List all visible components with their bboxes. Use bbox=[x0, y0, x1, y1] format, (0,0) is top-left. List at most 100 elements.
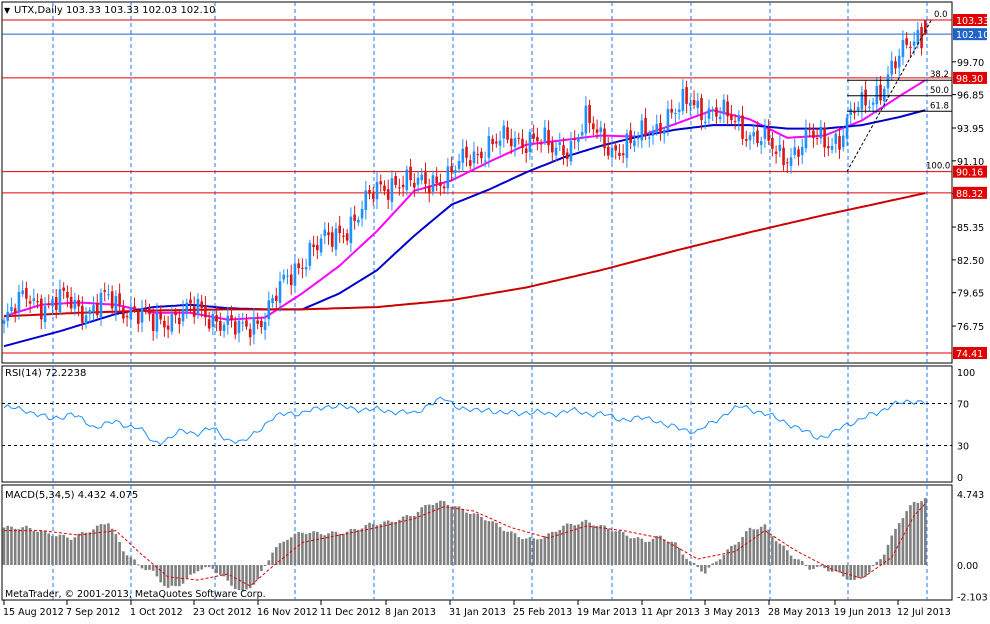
candle-body bbox=[129, 308, 133, 320]
macd-histogram-bar bbox=[263, 565, 267, 566]
candle-body bbox=[420, 174, 424, 181]
level-price-badge bbox=[953, 14, 987, 26]
candle-body bbox=[345, 233, 349, 241]
macd-histogram-bar bbox=[506, 531, 509, 565]
moving-averages bbox=[3, 79, 926, 348]
candle-body bbox=[439, 182, 442, 186]
price-level-lines[interactable] bbox=[2, 19, 952, 354]
candle-body bbox=[364, 190, 368, 210]
macd-histogram-bar bbox=[674, 542, 677, 565]
price-badge-label: 98.30 bbox=[956, 74, 983, 85]
macd-histogram-bar bbox=[752, 529, 756, 565]
macd-histogram-bar bbox=[256, 565, 259, 580]
candle-body bbox=[778, 144, 782, 152]
macd-histogram-bar bbox=[670, 541, 673, 565]
candle-body bbox=[379, 181, 383, 185]
macd-histogram-bar bbox=[427, 504, 431, 565]
macd-histogram-bar bbox=[573, 525, 576, 565]
macd-histogram-bar bbox=[316, 531, 319, 565]
macd-histogram-bar bbox=[200, 565, 203, 570]
macd-histogram-bar bbox=[215, 565, 218, 574]
macd-histogram-bar bbox=[133, 559, 136, 565]
macd-histogram-bar bbox=[92, 529, 95, 565]
macd-histogram-bar bbox=[170, 565, 174, 586]
macd-histogram-bar bbox=[685, 558, 688, 565]
macd-histogram-bar bbox=[666, 541, 670, 565]
time-tick-label: 11 Dec 2012 bbox=[320, 607, 381, 618]
macd-histogram-bar bbox=[136, 564, 140, 566]
candle-body bbox=[446, 166, 450, 189]
candle-body bbox=[51, 299, 54, 307]
candle-body bbox=[800, 146, 804, 156]
macd-histogram-bar bbox=[148, 565, 151, 570]
macd-histogram-bar bbox=[301, 532, 304, 565]
candle-body bbox=[286, 275, 289, 277]
macd-histogram-bar bbox=[476, 513, 480, 565]
macd-histogram-bar bbox=[40, 530, 43, 565]
macd-histogram-bar bbox=[521, 539, 524, 565]
candle-body bbox=[629, 130, 632, 144]
macd-histogram-bar bbox=[588, 522, 591, 565]
candle-body bbox=[468, 160, 472, 166]
macd-histogram-bar bbox=[543, 536, 547, 565]
candle-body bbox=[730, 114, 733, 120]
candle-body bbox=[595, 129, 599, 133]
candle-body bbox=[748, 135, 752, 141]
candle-body bbox=[409, 166, 412, 181]
candle-body bbox=[405, 169, 409, 191]
candle-body bbox=[252, 317, 256, 335]
candle-body bbox=[659, 122, 662, 134]
macd-histogram-bar bbox=[849, 565, 853, 580]
candle-body bbox=[248, 329, 252, 338]
candle-body bbox=[140, 308, 144, 323]
macd-histogram-bar bbox=[398, 519, 401, 565]
macd-histogram-bar bbox=[409, 515, 412, 565]
macd-histogram-bar bbox=[909, 505, 912, 565]
macd-histogram-bar bbox=[360, 528, 364, 565]
macd-histogram-bar bbox=[595, 526, 599, 565]
macd-histogram-bar bbox=[606, 528, 610, 565]
macd-histogram-bar bbox=[278, 543, 282, 565]
candle-body bbox=[674, 113, 677, 115]
macd-histogram-bar bbox=[349, 529, 353, 565]
macd-histogram-bar bbox=[827, 565, 830, 572]
macd-histogram-bar bbox=[860, 565, 864, 578]
candle-body bbox=[349, 216, 353, 243]
macd-histogram-bar bbox=[461, 509, 465, 565]
macd-histogram-bar bbox=[88, 532, 92, 565]
price-badge-label: 74.41 bbox=[956, 349, 983, 360]
candle-body bbox=[830, 145, 834, 150]
fibonacci-retracement[interactable]: 0.0 38.2 50.0 61.8 100.0 bbox=[846, 10, 952, 172]
macd-histogram-bar bbox=[405, 515, 409, 565]
candle-body bbox=[353, 214, 356, 221]
candle-body bbox=[204, 305, 207, 318]
price-badge-label: 90.16 bbox=[956, 168, 983, 179]
candle-body bbox=[174, 311, 177, 316]
candle-body bbox=[573, 139, 576, 141]
candle-body bbox=[618, 152, 621, 156]
dropdown-triangle-icon[interactable]: ▼ bbox=[4, 6, 11, 15]
macd-histogram-bar bbox=[640, 538, 644, 565]
candle-body bbox=[144, 309, 148, 311]
candle-body bbox=[897, 55, 901, 68]
macd-histogram-bar bbox=[114, 534, 118, 565]
macd-histogram-bar bbox=[778, 543, 782, 565]
candle-body bbox=[58, 289, 62, 313]
candle-body bbox=[47, 303, 51, 305]
macd-histogram-bar bbox=[2, 527, 6, 565]
candle-body bbox=[696, 100, 700, 108]
macd-histogram-bar bbox=[875, 561, 879, 565]
rsi-tick-label: 70 bbox=[957, 400, 969, 411]
macd-histogram-bar bbox=[569, 524, 573, 565]
time-tick-label: 15 Aug 2012 bbox=[3, 607, 64, 618]
candle-body bbox=[819, 126, 823, 139]
macd-histogram-bar bbox=[502, 530, 506, 565]
candle-body bbox=[92, 305, 95, 312]
candle-body bbox=[498, 140, 502, 146]
macd-histogram-bar bbox=[267, 560, 271, 565]
macd-histogram-bar bbox=[756, 529, 759, 565]
time-tick-label: 19 Mar 2013 bbox=[577, 607, 637, 618]
macd-histogram-bar bbox=[413, 515, 416, 565]
